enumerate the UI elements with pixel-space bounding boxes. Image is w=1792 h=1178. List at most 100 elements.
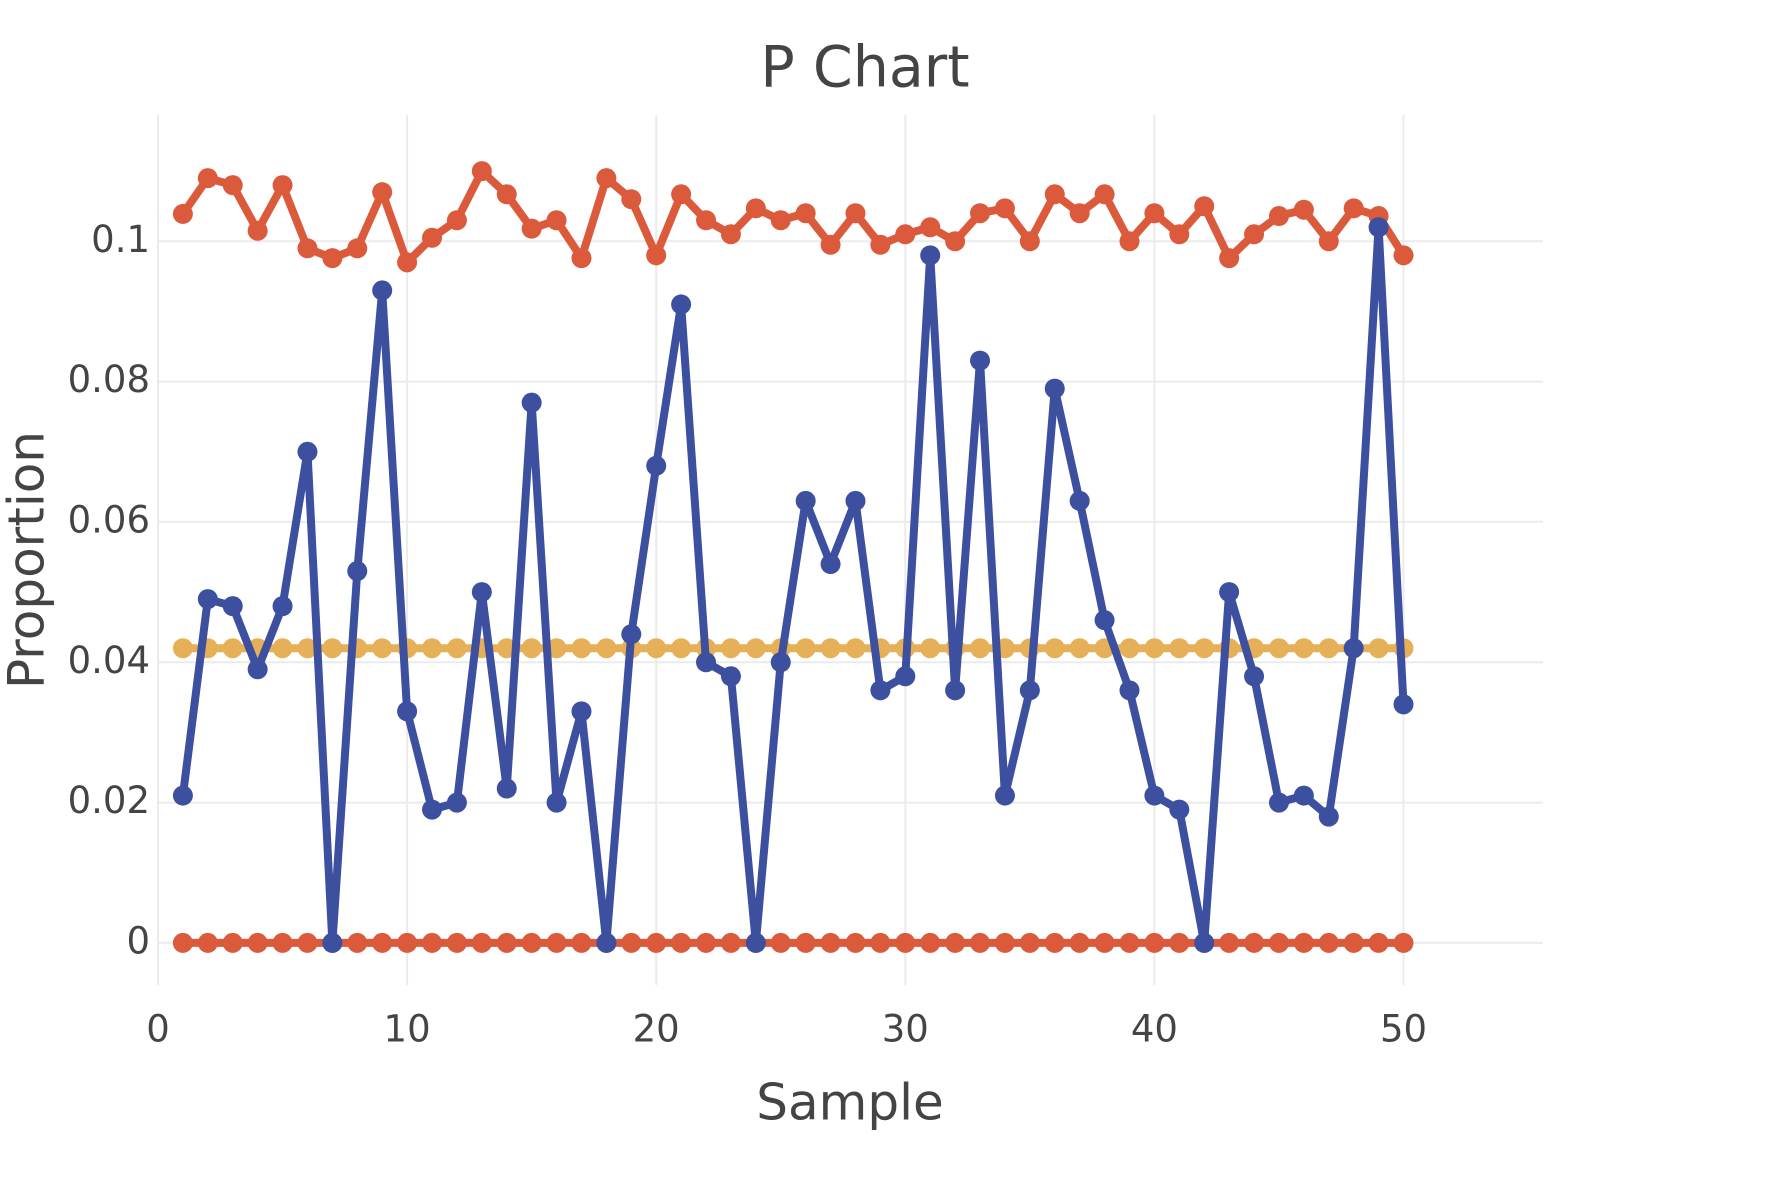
point <box>1194 932 1215 953</box>
point <box>1194 196 1215 217</box>
point <box>521 638 542 659</box>
point <box>322 248 343 269</box>
point <box>895 224 916 245</box>
point <box>1293 785 1314 806</box>
point <box>770 652 791 673</box>
point <box>247 220 268 241</box>
point <box>571 701 592 722</box>
point <box>621 624 642 645</box>
point <box>222 596 243 617</box>
point <box>920 245 941 266</box>
point <box>272 596 293 617</box>
point <box>1318 932 1339 953</box>
y-tick-label: 0.08 <box>68 358 150 401</box>
point <box>397 932 418 953</box>
x-tick-label: 30 <box>882 1008 929 1051</box>
point <box>1293 638 1314 659</box>
point <box>1119 680 1140 701</box>
point <box>1219 248 1240 269</box>
point <box>994 785 1015 806</box>
point <box>322 932 343 953</box>
point <box>1268 638 1289 659</box>
point <box>945 932 966 953</box>
point <box>446 210 467 231</box>
point <box>770 210 791 231</box>
x-tick-label: 40 <box>1131 1008 1178 1051</box>
point <box>1194 638 1215 659</box>
point <box>1268 206 1289 227</box>
point <box>372 932 393 953</box>
point <box>945 231 966 252</box>
point <box>496 184 517 205</box>
x-axis-title: Sample <box>756 1074 943 1132</box>
y-tick-label: 0 <box>126 919 150 962</box>
point <box>446 792 467 813</box>
point <box>920 638 941 659</box>
point <box>671 932 692 953</box>
point <box>521 218 542 239</box>
point <box>646 455 667 476</box>
y-axis-title: Proportion <box>0 431 56 689</box>
point <box>845 638 866 659</box>
point <box>1343 198 1364 219</box>
point <box>521 932 542 953</box>
point <box>1268 792 1289 813</box>
point <box>696 210 717 231</box>
point <box>347 561 368 582</box>
point <box>1244 666 1265 687</box>
point <box>1044 638 1065 659</box>
point <box>272 932 293 953</box>
point <box>720 666 741 687</box>
point <box>1044 932 1065 953</box>
point <box>820 554 841 575</box>
y-tick-label: 0.02 <box>68 779 150 822</box>
point <box>172 203 193 224</box>
point <box>845 203 866 224</box>
point <box>1094 610 1115 631</box>
point <box>820 234 841 255</box>
point <box>621 932 642 953</box>
point <box>1169 224 1190 245</box>
point <box>696 652 717 673</box>
point <box>1393 245 1414 266</box>
point <box>1219 932 1240 953</box>
point <box>1244 224 1265 245</box>
point <box>372 182 393 203</box>
x-tick-label: 20 <box>633 1008 680 1051</box>
point <box>471 161 492 182</box>
point <box>347 238 368 259</box>
point <box>247 932 268 953</box>
point <box>696 932 717 953</box>
chart-title: P Chart <box>760 35 969 101</box>
point <box>671 294 692 315</box>
point <box>172 785 193 806</box>
point <box>994 198 1015 219</box>
point <box>795 490 816 511</box>
point <box>970 350 991 371</box>
point <box>471 582 492 603</box>
point <box>222 638 243 659</box>
point <box>222 932 243 953</box>
point <box>546 792 567 813</box>
point <box>172 932 193 953</box>
point <box>1044 378 1065 399</box>
point <box>422 932 443 953</box>
point <box>895 932 916 953</box>
point <box>1119 932 1140 953</box>
point <box>1019 932 1040 953</box>
point <box>1069 203 1090 224</box>
point <box>1144 203 1165 224</box>
point <box>745 932 766 953</box>
point <box>272 175 293 196</box>
point <box>1318 231 1339 252</box>
point <box>546 210 567 231</box>
point <box>1019 231 1040 252</box>
point <box>446 638 467 659</box>
point <box>870 680 891 701</box>
point <box>422 227 443 248</box>
point <box>546 638 567 659</box>
point <box>197 168 218 189</box>
point <box>571 638 592 659</box>
point <box>272 638 293 659</box>
point <box>247 659 268 680</box>
